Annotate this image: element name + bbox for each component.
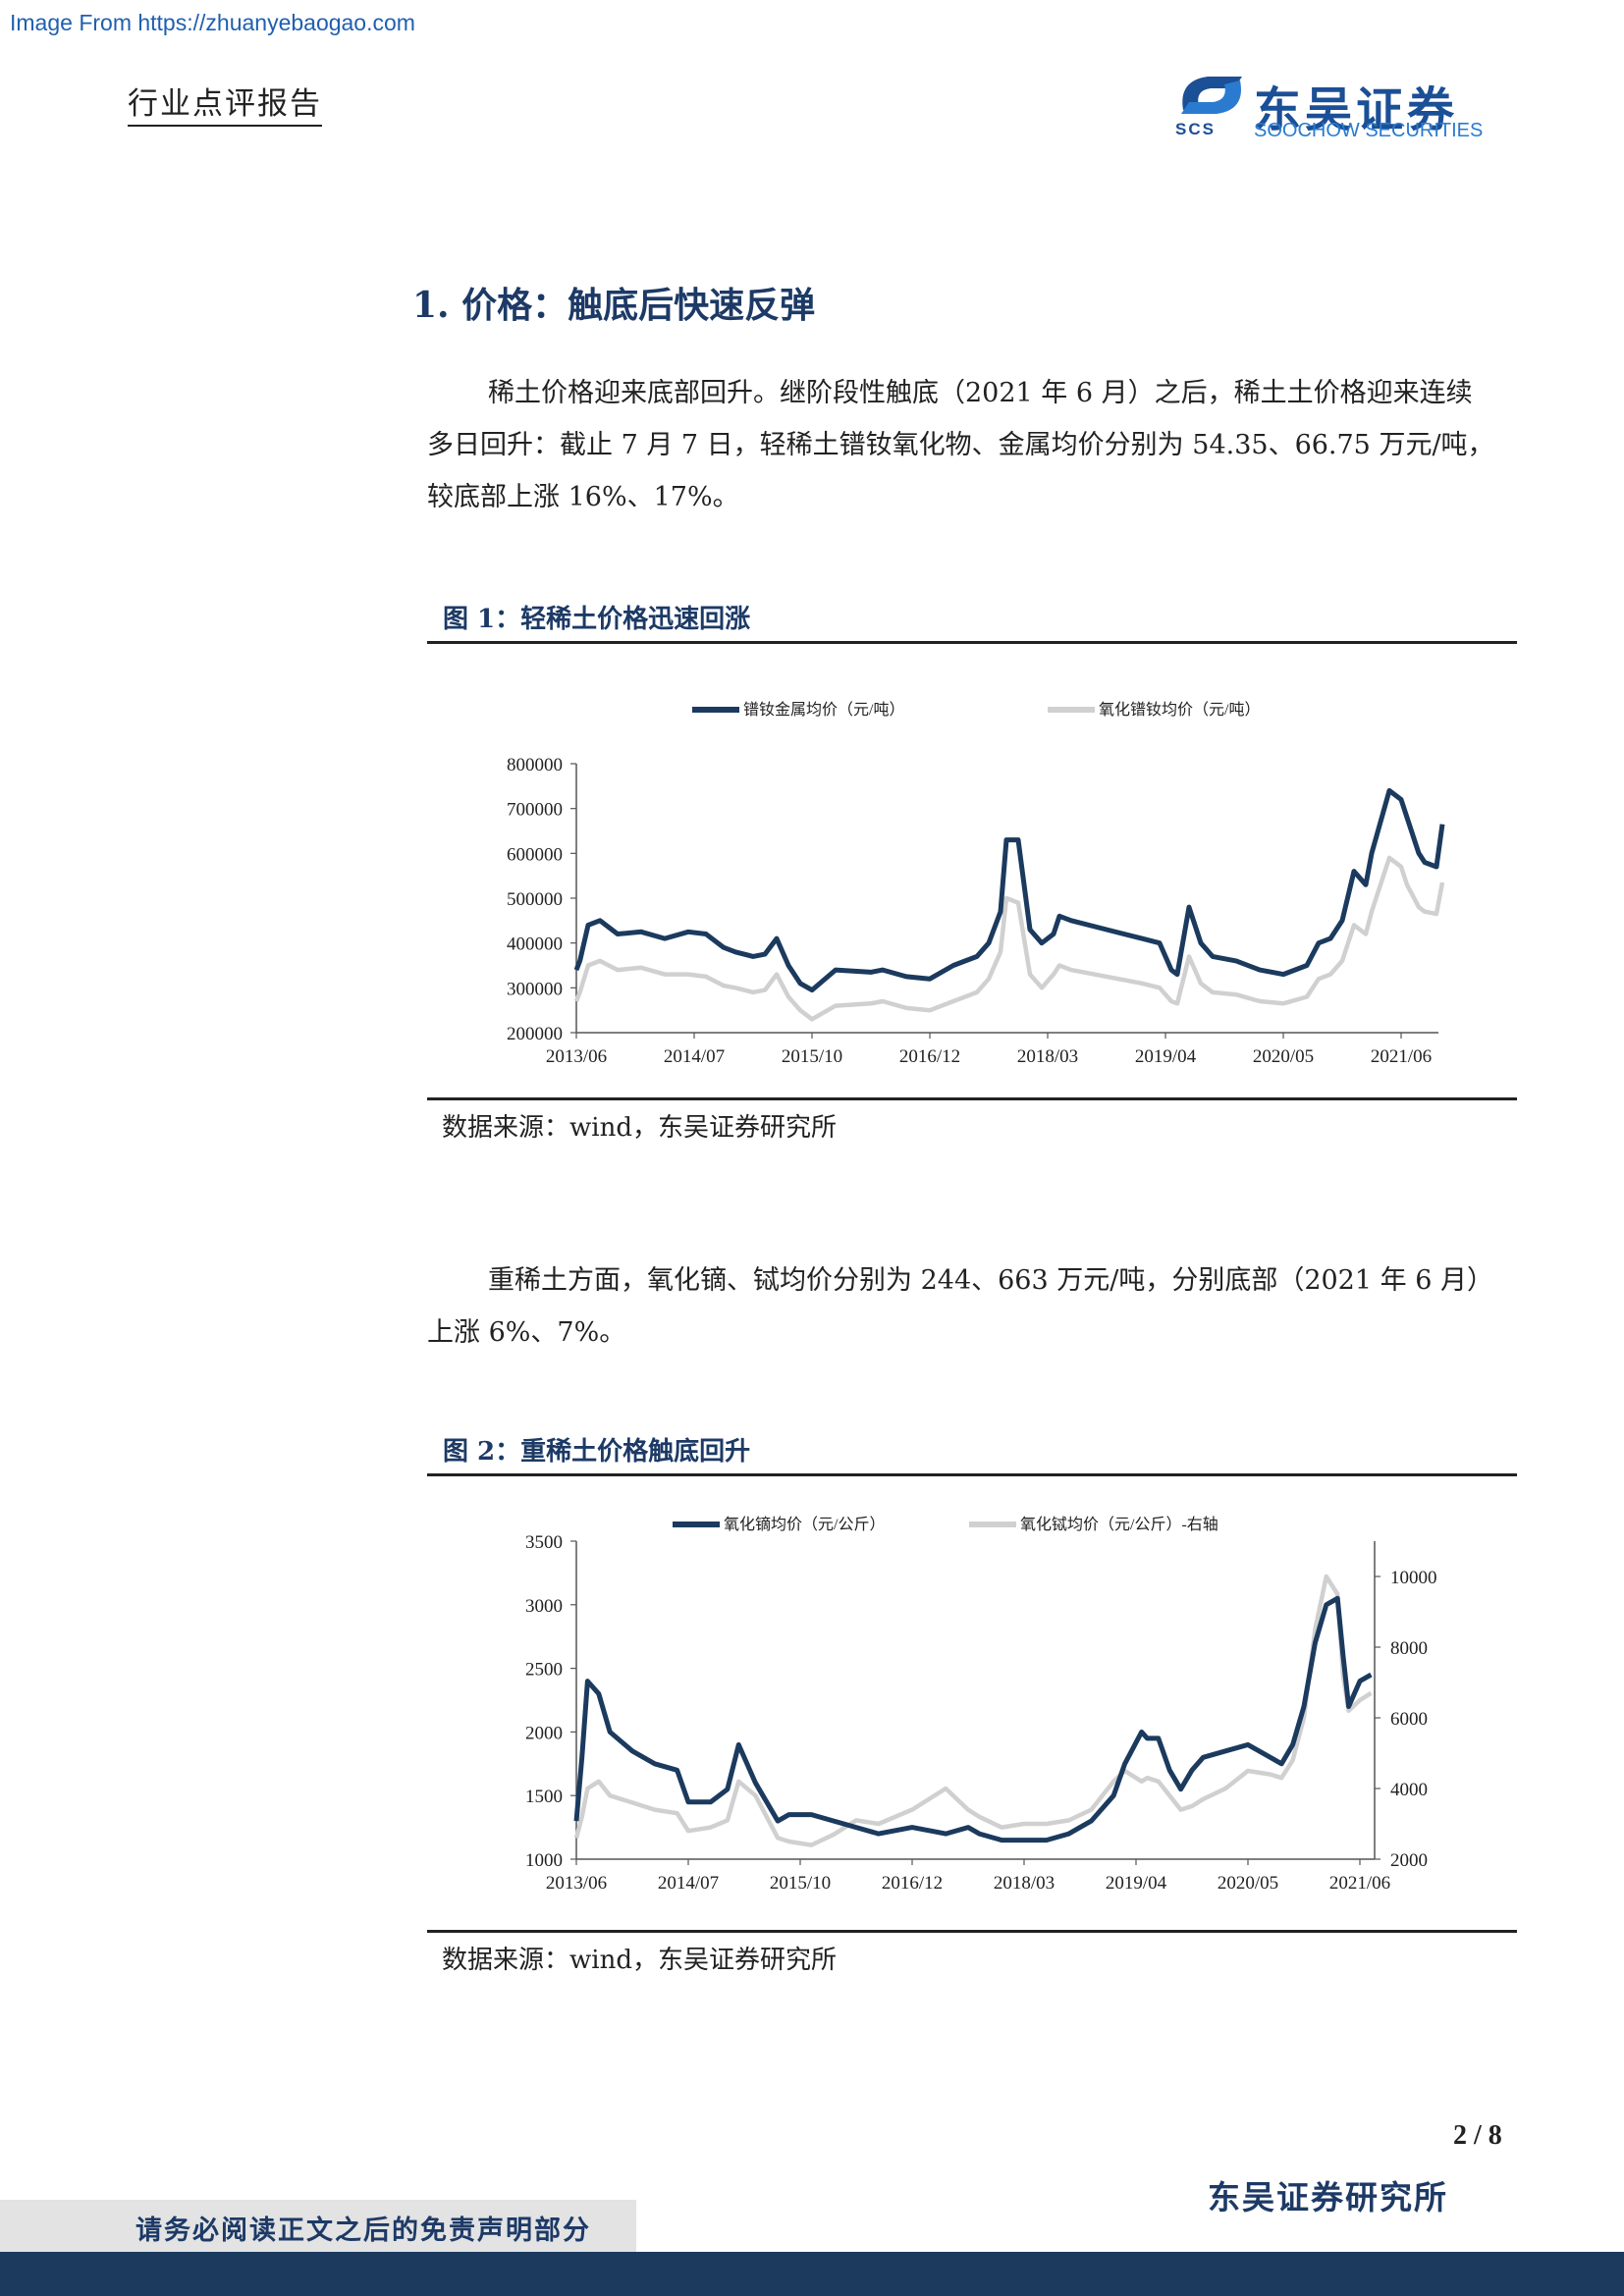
logo-abbr: SCS — [1175, 120, 1216, 138]
chart2-y-left-tick-label: 2500 — [525, 1660, 563, 1681]
chart1-y-tick-label: 600000 — [507, 844, 563, 865]
chart2-y-right-tick-label: 10000 — [1390, 1568, 1437, 1588]
paragraph-1-line-2: 多日回升：截止 7 月 7 日，轻稀土镨钕氧化物、金属均价分别为 54.35、6… — [427, 430, 1494, 460]
chart2-y-left-tick-label: 3500 — [525, 1532, 563, 1553]
watermark-url: Image From https://zhuanyebaogao.com — [10, 10, 415, 35]
paragraph-1: 稀土价格迎来底部回升。继阶段性触底（2021 年 6 月）之后，稀土土价格迎来连… — [427, 367, 1517, 523]
chart1-x-tick-label: 2016/12 — [899, 1046, 960, 1067]
chart1-legend-label-1: 镨钕金属均价（元/吨） — [743, 701, 904, 719]
chart2-y-right-tick-label: 4000 — [1390, 1780, 1428, 1800]
paragraph-2-line-2: 上涨 6%、7%。 — [427, 1317, 626, 1348]
chart2-y-left-tick-label: 1000 — [525, 1850, 563, 1871]
chart2-x-tick-label: 2013/06 — [546, 1873, 607, 1894]
footer-org-name: 东吴证券研究所 — [1208, 2178, 1448, 2216]
logo-mark-icon — [1181, 77, 1242, 114]
disclaimer-box — [0, 2200, 636, 2252]
chart1-y-tick-label: 800000 — [507, 755, 563, 775]
chart2-y-left-tick-label: 3000 — [525, 1596, 563, 1617]
chart1-x-tick-label: 2019/04 — [1135, 1046, 1197, 1067]
logo-en-name: SOOCHOW SECURITIES — [1254, 120, 1484, 141]
chart2-y-right-tick-label: 6000 — [1390, 1709, 1428, 1730]
footer-band — [0, 2252, 1624, 2296]
figure-1-bottom-rule — [427, 1097, 1517, 1100]
figure-1-chart: 镨钕金属均价（元/吨） 氧化镨钕均价（元/吨） 200000 300000 4000… — [507, 701, 1445, 1067]
figure-1-top-rule — [427, 641, 1517, 644]
figure-2-bottom-rule — [427, 1930, 1517, 1933]
chart1-y-tick-label: 200000 — [507, 1024, 563, 1044]
chart1-y-tick-label: 400000 — [507, 934, 563, 955]
chart1-legend-label-2: 氧化镨钕均价（元/吨） — [1099, 701, 1260, 719]
chart2-x-tick-label: 2019/04 — [1106, 1873, 1167, 1894]
section-heading: 1. 价格：触底后快速反弹 — [412, 285, 816, 326]
company-logo: SCS 东吴证券 SOOCHOW SECURITIES — [1173, 71, 1497, 149]
chart1-series-line-1 — [573, 787, 1445, 993]
figure-2-title: 图 2：重稀土价格触底回升 — [443, 1437, 751, 1467]
chart2-legend-label-2: 氧化铽均价（元/公斤）-右轴 — [1020, 1516, 1218, 1533]
chart1-y-tick-label: 300000 — [507, 979, 563, 999]
chart2-x-tick-label: 2014/07 — [658, 1873, 719, 1894]
chart2-x-tick-label: 2021/06 — [1329, 1873, 1390, 1894]
chart1-y-tick-label: 500000 — [507, 889, 563, 910]
chart1-x-tick-label: 2014/07 — [664, 1046, 725, 1067]
page-number: 2 / 8 — [1453, 2120, 1502, 2151]
chart2-y-right-tick-label: 8000 — [1390, 1638, 1428, 1659]
figure-1-title: 图 1：轻稀土价格迅速回涨 — [443, 605, 751, 634]
chart1-x-tick-label: 2015/10 — [782, 1046, 842, 1067]
paragraph-1-line-3: 较底部上涨 16%、17%。 — [427, 482, 739, 512]
logo-cn-name: 东吴证券 — [1254, 82, 1459, 137]
chart2-legend: 氧化镝均价（元/公斤） 氧化铽均价（元/公斤）-右轴 — [673, 1516, 1218, 1533]
chart2-y-left-tick-label: 1500 — [525, 1787, 563, 1807]
chart2-x-tick-label: 2016/12 — [882, 1873, 943, 1894]
chart2-series-line-1 — [573, 1595, 1373, 1843]
figure-2-source: 数据来源：wind，东吴证券研究所 — [442, 1946, 837, 1975]
chart1-legend: 镨钕金属均价（元/吨） 氧化镨钕均价（元/吨） — [692, 701, 1260, 719]
chart2-legend-label-1: 氧化镝均价（元/公斤） — [724, 1516, 885, 1533]
chart2-series-line-2 — [573, 1574, 1373, 1847]
chart1-x-tick-label: 2018/03 — [1017, 1046, 1078, 1067]
chart1-series-line-2 — [573, 855, 1445, 1022]
chart2-x-tick-label: 2018/03 — [994, 1873, 1055, 1894]
disclaimer-text: 请务必阅读正文之后的免责声明部分 — [135, 2216, 591, 2246]
chart2-x-tick-label: 2015/10 — [770, 1873, 831, 1894]
paragraph-1-line-1: 稀土价格迎来底部回升。继阶段性触底（2021 年 6 月）之后，稀土土价格迎来连… — [488, 378, 1473, 408]
chart1-y-tick-label: 700000 — [507, 800, 563, 821]
chart1-x-tick-label: 2020/05 — [1253, 1046, 1314, 1067]
paragraph-2-line-1: 重稀土方面，氧化镝、铽均价分别为 244、663 万元/吨，分别底部（2021 … — [488, 1265, 1493, 1296]
report-type-label: 行业点评报告 — [128, 79, 322, 127]
figure-2-top-rule — [427, 1473, 1517, 1476]
chart2-y-right-tick-label: 2000 — [1390, 1850, 1428, 1871]
chart2-x-tick-label: 2020/05 — [1218, 1873, 1278, 1894]
figure-1-source: 数据来源：wind，东吴证券研究所 — [442, 1113, 837, 1143]
chart1-x-tick-label: 2013/06 — [546, 1046, 607, 1067]
chart1-x-tick-label: 2021/06 — [1371, 1046, 1432, 1067]
chart2-y-left-tick-label: 2000 — [525, 1723, 563, 1743]
figure-2-chart: 氧化镝均价（元/公斤） 氧化铽均价（元/公斤）-右轴 1000150020002… — [525, 1516, 1437, 1894]
paragraph-2: 重稀土方面，氧化镝、铽均价分别为 244、663 万元/吨，分别底部（2021 … — [427, 1255, 1517, 1359]
